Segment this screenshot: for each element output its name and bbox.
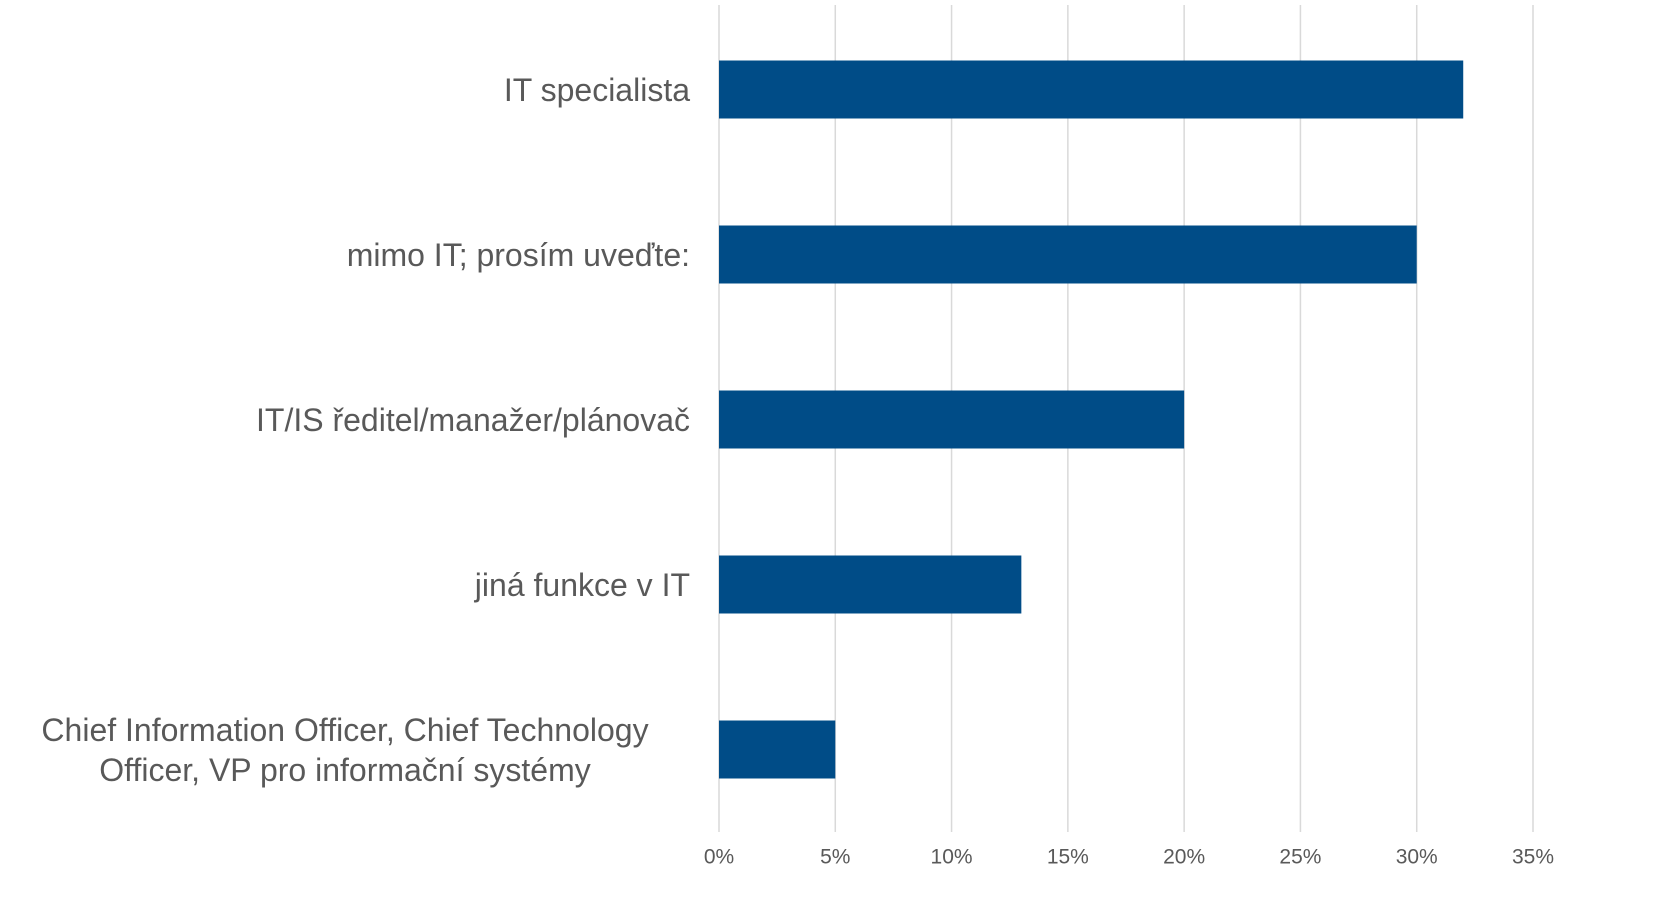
y-tick-label-box: Chief Information Officer, Chief Technol… <box>0 690 690 810</box>
y-tick-label: IT/IS ředitel/manažer/plánovač <box>256 401 690 438</box>
y-tick-label: Chief Information Officer, Chief Technol… <box>41 711 649 788</box>
x-tick-label: 0% <box>704 846 734 869</box>
y-tick-label-box: IT specialista <box>0 30 690 150</box>
bar <box>719 60 1464 119</box>
y-tick-label: IT specialista <box>503 71 690 108</box>
x-tick-label: 10% <box>931 846 973 869</box>
y-tick-label: mimo IT; prosím uveďte: <box>346 236 690 273</box>
x-tick-label: 15% <box>1047 846 1089 869</box>
bar <box>719 390 1185 449</box>
x-tick-label: 35% <box>1512 846 1554 869</box>
y-tick-label-box: IT/IS ředitel/manažer/plánovač <box>0 360 690 480</box>
y-tick-label: jiná funkce v IT <box>474 566 690 603</box>
y-tick-label-box: jiná funkce v IT <box>0 525 690 645</box>
x-tick-label: 25% <box>1279 846 1321 869</box>
x-tick-label: 5% <box>820 846 850 869</box>
y-tick-label-box: mimo IT; prosím uveďte: <box>0 195 690 315</box>
bar <box>719 225 1417 284</box>
bar <box>719 555 1022 614</box>
x-tick-label: 20% <box>1163 846 1205 869</box>
bar <box>719 720 836 779</box>
x-tick-label: 30% <box>1396 846 1438 869</box>
